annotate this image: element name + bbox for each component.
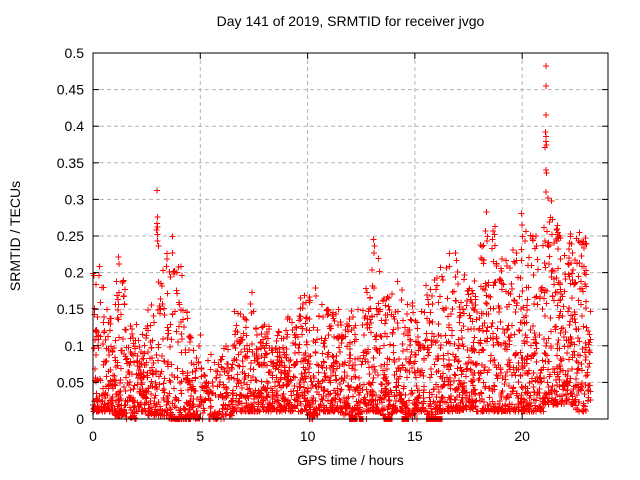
y-tick-label: 0.05 <box>57 374 84 390</box>
y-tick-label: 0.15 <box>57 301 84 317</box>
x-tick-label: 20 <box>514 428 530 444</box>
y-tick-label: 0.1 <box>65 338 85 354</box>
y-tick-label: 0.2 <box>65 265 85 281</box>
x-tick-label: 15 <box>407 428 423 444</box>
y-tick-label: 0 <box>76 411 84 427</box>
scatter-points <box>90 63 594 422</box>
y-tick-label: 0.5 <box>65 45 85 61</box>
chart-title: Day 141 of 2019, SRMTID for receiver jvg… <box>216 13 485 29</box>
y-tick-label: 0.3 <box>65 191 85 207</box>
x-tick-label: 10 <box>300 428 316 444</box>
x-axis-title: GPS time / hours <box>297 452 404 468</box>
y-tick-label: 0.25 <box>57 228 84 244</box>
y-tick-label: 0.35 <box>57 155 84 171</box>
y-tick-label: 0.45 <box>57 82 84 98</box>
x-tick-label: 5 <box>196 428 204 444</box>
y-tick-label: 0.4 <box>65 118 85 134</box>
x-tick-label: 0 <box>89 428 97 444</box>
